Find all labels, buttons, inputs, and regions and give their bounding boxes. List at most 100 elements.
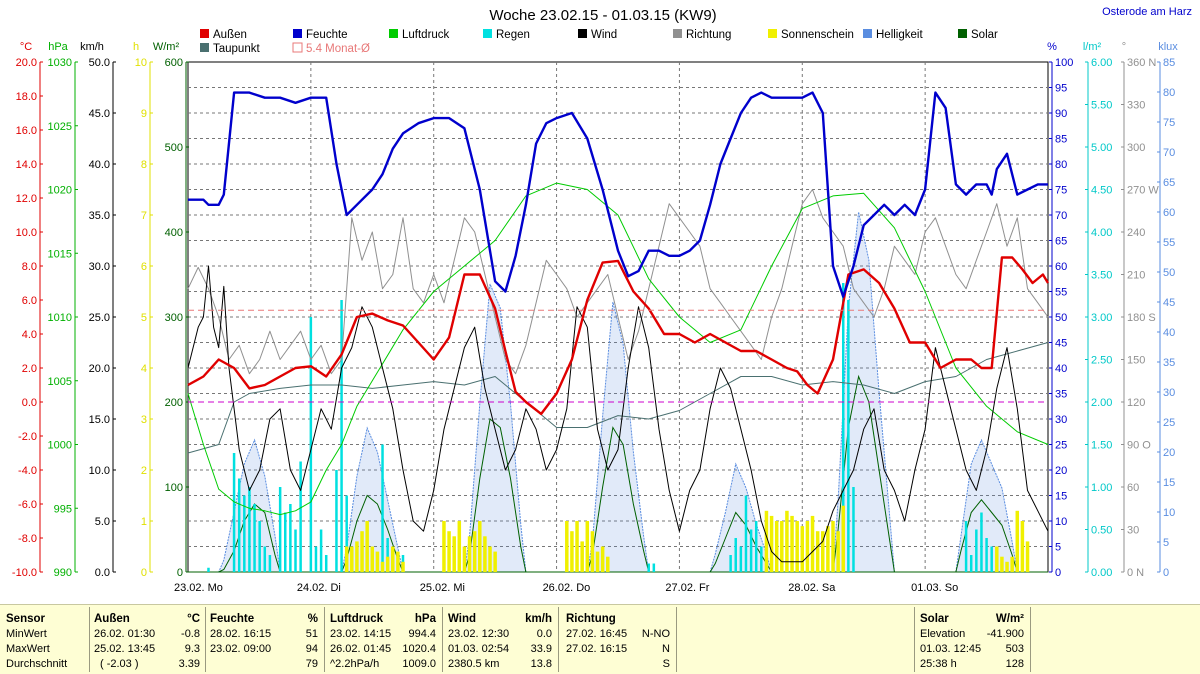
- axis-tick-label: 1.00: [1091, 482, 1112, 494]
- axis-tick-label: 65: [1163, 177, 1175, 189]
- bar-sonnenschein: [800, 526, 805, 572]
- stats-solar-unit: W/m²: [995, 613, 1024, 625]
- bar-regen: [278, 487, 282, 572]
- legend-swatch: [292, 42, 303, 53]
- stats-luftdruck-max-time: 26.02. 01:45: [330, 643, 392, 655]
- bar-sonnenschein: [360, 531, 364, 572]
- axis-tick-label: 1005: [48, 376, 72, 388]
- bar-regen: [847, 300, 850, 572]
- stats-aussen: Außen °C 26.02. 01:30 -0.8 25.02. 13:45 9.3…: [94, 605, 204, 674]
- legend-swatch: [958, 29, 967, 38]
- bar-regen: [749, 529, 753, 572]
- day-label: 24.02. Di: [297, 582, 341, 594]
- bar-series: [207, 283, 1030, 572]
- bar-sonnenschein: [457, 521, 462, 572]
- axis-tick-label: 8: [141, 159, 147, 171]
- day-label: 28.02. Sa: [788, 582, 836, 594]
- bar-sonnenschein: [841, 505, 845, 572]
- stats-wind-min-time: 23.02. 12:30: [448, 628, 510, 640]
- axis-tick-label: 50: [1055, 312, 1067, 324]
- legend-swatch: [200, 29, 209, 38]
- bar-regen: [243, 495, 246, 572]
- stats-sensor-header: Sensor: [6, 613, 45, 625]
- axis-tick-label: 1.50: [1091, 440, 1112, 452]
- series-helligkeit: [188, 211, 1048, 573]
- axis-unit-hpa: hPa: [48, 41, 68, 53]
- axis-tick-label: 6: [141, 261, 147, 273]
- axis-tick-label: 85: [1055, 134, 1067, 146]
- bar-sonnenschein: [385, 556, 390, 572]
- axis-tick-label: 6.00: [1091, 57, 1112, 69]
- legend-swatch: [293, 29, 302, 38]
- bar-regen: [345, 495, 348, 572]
- stats-richtung-avg-value: S: [662, 658, 670, 670]
- legend-item-feuchte: Feuchte: [293, 29, 348, 41]
- line-series: [187, 91, 1050, 563]
- axis-tick-label: 3.50: [1091, 270, 1112, 282]
- axis-tick-label: 330: [1127, 100, 1145, 112]
- axis-tick-label: 3.00: [1091, 312, 1112, 324]
- stats-solar-elevation-value: -41.900: [986, 628, 1024, 640]
- axis-tick-label: 0: [1055, 567, 1061, 579]
- axis-tick-label: 2.50: [1091, 355, 1112, 367]
- bar-sonnenschein: [810, 515, 815, 572]
- bar-sonnenschein: [370, 546, 375, 572]
- bar-sonnenschein: [467, 536, 472, 572]
- bar-sonnenschein: [396, 551, 400, 572]
- axis-unit-c: °C: [20, 41, 32, 53]
- axis-tick-label: 5: [1163, 537, 1169, 549]
- legend-item-5-4-monat: 5.4 Monat-Ø: [292, 42, 370, 55]
- axis-tick-label: 2.0: [22, 363, 37, 375]
- bar-sonnenschein: [493, 551, 497, 572]
- axis-tick-label: 95: [1055, 83, 1067, 95]
- stats-wind: Wind km/h 23.02. 12:30 0.0 01.03. 02:54 33.…: [448, 605, 556, 674]
- series-taupunkt: [187, 342, 1049, 454]
- axis-tick-label: 20.0: [89, 363, 110, 375]
- stats-aussen-header: Außen: [94, 613, 130, 625]
- bar-sonnenschein: [344, 546, 349, 572]
- axis-tick-label: 5.50: [1091, 100, 1112, 112]
- bar-regen: [319, 529, 323, 572]
- axis-tick-label: -8.0: [18, 533, 37, 545]
- bar-sonnenschein: [585, 521, 590, 572]
- bar-sonnenschein: [380, 561, 385, 572]
- axis-tick-label: 300: [1127, 142, 1145, 154]
- stats-wind-avg-value: 13.8: [530, 658, 552, 670]
- axis-tick-label: 1030: [48, 57, 72, 69]
- legend-swatch: [768, 29, 777, 38]
- bar-sonnenschein: [590, 531, 595, 572]
- day-label: 23.02. Mo: [174, 582, 223, 594]
- legend-swatch: [578, 29, 587, 38]
- axis-tick-label: 30: [1055, 414, 1067, 426]
- stats-aussen-avg-value: 3.39: [178, 658, 200, 670]
- bar-regen: [248, 487, 251, 572]
- legend-swatch: [389, 29, 398, 38]
- series-richtung: [187, 189, 1049, 375]
- axis-unit-: °: [1122, 41, 1126, 53]
- axis-tick-label: 600: [165, 57, 183, 69]
- axis-tick-label: 50.0: [89, 57, 110, 69]
- legend-label: Außen: [213, 29, 247, 41]
- axis-tick-label: 990: [54, 567, 72, 579]
- bar-regen: [294, 529, 297, 572]
- bar-regen: [729, 555, 732, 572]
- bar-regen: [268, 555, 272, 572]
- axis-tick-label: 5.0: [95, 516, 110, 528]
- stats-richtung-min-time: 27.02. 16:45: [566, 628, 628, 640]
- bar-sonnenschein: [764, 510, 769, 572]
- axis-tick-label: 10: [135, 57, 147, 69]
- axis-tick-label: 30.0: [89, 261, 110, 273]
- bar-sonnenschein: [805, 521, 810, 572]
- bar-sonnenschein: [795, 521, 799, 572]
- stats-luftdruck: Luftdruck hPa 23.02. 14:15 994.4 26.02. 01…: [330, 605, 440, 674]
- axis-tick-label: 5: [141, 312, 147, 324]
- legend-item-regen: Regen: [483, 29, 530, 41]
- stats-feuchte-max-value: 94: [305, 643, 318, 655]
- bar-sonnenschein: [350, 546, 354, 572]
- axis-tick-label: 20.0: [16, 57, 37, 69]
- axis-tick-label: 60: [1127, 482, 1139, 494]
- axis-tick-label: 120: [1127, 397, 1145, 409]
- chart-grid: [188, 62, 1048, 572]
- legend-label: Feuchte: [306, 29, 348, 41]
